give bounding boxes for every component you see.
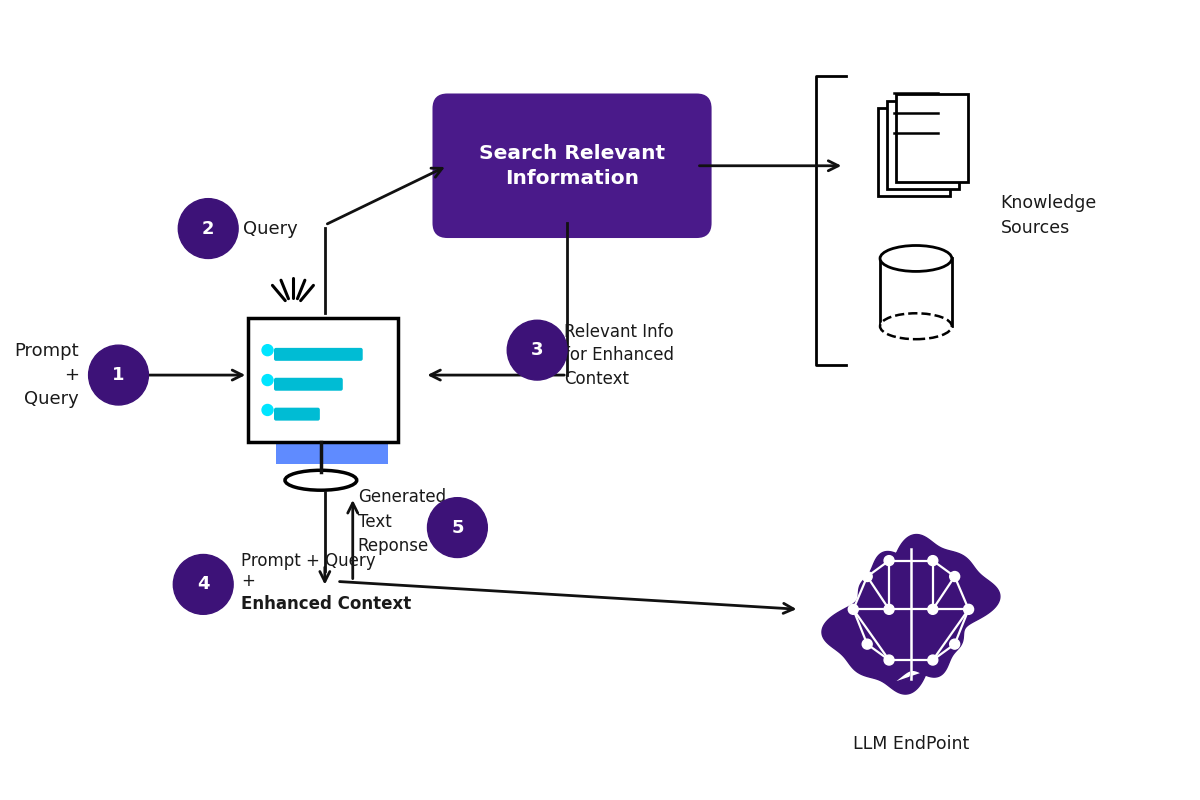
Circle shape	[89, 345, 149, 405]
Text: Prompt + Query: Prompt + Query	[241, 553, 376, 570]
Text: Knowledge
Sources: Knowledge Sources	[1001, 194, 1097, 237]
Text: Prompt
+
Query: Prompt + Query	[14, 342, 79, 408]
Text: Query: Query	[244, 219, 298, 238]
Polygon shape	[822, 534, 1000, 694]
Text: LLM EndPoint: LLM EndPoint	[853, 735, 970, 753]
Circle shape	[262, 405, 274, 415]
Ellipse shape	[880, 314, 952, 339]
FancyBboxPatch shape	[878, 108, 950, 196]
Circle shape	[262, 374, 274, 386]
Text: Relevant Info
for Enhanced
Context: Relevant Info for Enhanced Context	[564, 322, 674, 388]
FancyBboxPatch shape	[887, 101, 959, 189]
FancyBboxPatch shape	[274, 348, 362, 361]
Circle shape	[863, 639, 872, 649]
Circle shape	[427, 498, 487, 558]
Text: Enhanced Context: Enhanced Context	[241, 595, 412, 614]
Text: Generated
Text
Reponse: Generated Text Reponse	[358, 488, 446, 555]
FancyBboxPatch shape	[432, 94, 712, 238]
Circle shape	[928, 604, 937, 614]
Circle shape	[949, 571, 960, 582]
Circle shape	[848, 604, 858, 614]
Circle shape	[884, 604, 894, 614]
Text: 5: 5	[451, 518, 463, 537]
Text: 2: 2	[202, 219, 215, 238]
FancyBboxPatch shape	[274, 408, 320, 421]
Circle shape	[928, 556, 937, 566]
Text: 4: 4	[197, 575, 210, 594]
Circle shape	[262, 345, 274, 356]
Circle shape	[884, 556, 894, 566]
FancyBboxPatch shape	[274, 378, 343, 390]
Text: 3: 3	[530, 341, 544, 359]
Ellipse shape	[880, 246, 952, 271]
Text: 1: 1	[113, 366, 125, 384]
FancyBboxPatch shape	[248, 318, 397, 442]
FancyBboxPatch shape	[276, 365, 388, 464]
Text: +: +	[241, 573, 254, 590]
Circle shape	[949, 639, 960, 649]
Circle shape	[928, 655, 937, 665]
Circle shape	[173, 554, 233, 614]
Text: Search Relevant
Information: Search Relevant Information	[479, 144, 665, 188]
Circle shape	[863, 571, 872, 582]
Circle shape	[508, 320, 568, 380]
Circle shape	[179, 198, 238, 258]
Circle shape	[884, 655, 894, 665]
Circle shape	[964, 604, 973, 614]
Ellipse shape	[284, 470, 356, 490]
FancyBboxPatch shape	[896, 94, 967, 182]
FancyBboxPatch shape	[880, 258, 952, 326]
